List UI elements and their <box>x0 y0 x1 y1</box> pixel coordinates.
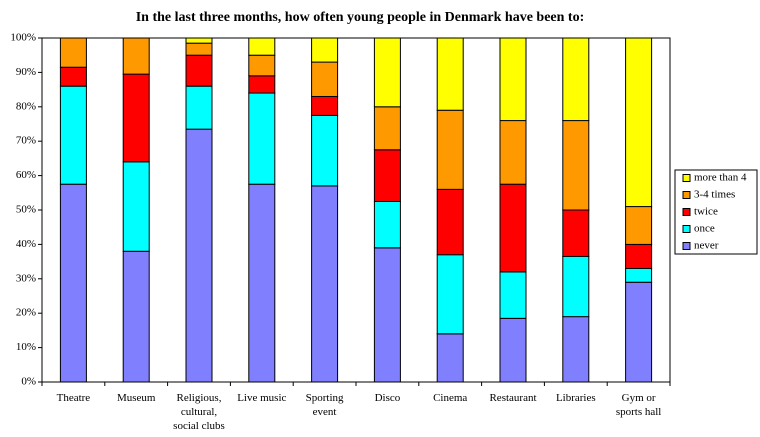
legend-label: never <box>694 240 719 252</box>
bar-segment <box>562 37 590 122</box>
bar-segment <box>499 37 527 122</box>
bar-segment <box>185 128 213 383</box>
y-tick-label: 40% <box>16 238 36 250</box>
bar-segment <box>436 254 464 335</box>
bar-segment <box>311 95 339 116</box>
x-tick-label: Sporting event <box>306 392 344 418</box>
x-tick-label: Restaurant <box>489 392 536 404</box>
y-tick-label: 90% <box>16 66 36 78</box>
y-tick-label: 0% <box>21 376 36 388</box>
bar-segment <box>562 255 590 318</box>
legend-label: once <box>694 223 715 235</box>
chart-title: In the last three months, how often youn… <box>136 10 585 25</box>
y-tick-label: 70% <box>16 135 36 147</box>
bar-segment <box>248 183 276 383</box>
bar-segment <box>311 61 339 97</box>
bar-segment <box>373 106 401 151</box>
bar-segment <box>59 183 87 383</box>
bar-segment <box>436 109 464 190</box>
bar-segment <box>185 54 213 87</box>
bar-segment <box>625 281 653 383</box>
bar-segment <box>499 183 527 273</box>
y-tick-label: 80% <box>16 100 36 112</box>
bar-segment <box>562 209 590 257</box>
y-tick-label: 60% <box>16 169 36 181</box>
legend-label: more than 4 <box>694 172 747 184</box>
y-tick-label: 10% <box>16 341 36 353</box>
bar-segment <box>122 250 150 383</box>
bar-segment <box>59 37 87 68</box>
x-tick-label: Libraries <box>556 392 596 404</box>
bar-segment <box>436 333 464 383</box>
bar-segment <box>185 42 213 56</box>
legend-swatch <box>682 225 691 233</box>
bar-segment <box>373 37 401 108</box>
legend-swatch <box>682 191 691 199</box>
bar-segment <box>248 92 276 185</box>
x-tick-label: Gym or sports hall <box>616 392 662 418</box>
bar-segment <box>122 73 150 163</box>
bar-segment <box>311 185 339 383</box>
x-tick-label: Live music <box>237 392 286 404</box>
legend-swatch <box>682 208 691 216</box>
x-tick-label: Theatre <box>57 392 91 404</box>
bar-segment <box>562 316 590 383</box>
bar-segment <box>625 206 653 245</box>
legend-swatch <box>682 174 691 182</box>
legend-swatch <box>682 242 691 250</box>
y-tick-label: 100% <box>10 32 36 44</box>
x-tick-label: Disco <box>375 392 401 404</box>
y-tick-label: 30% <box>16 272 36 284</box>
bar-segment <box>499 271 527 319</box>
bar-segment <box>59 66 87 87</box>
bar-segment <box>248 37 276 56</box>
bar-segment <box>436 188 464 256</box>
x-tick-label: Religious, cultural, social clubs <box>173 392 225 432</box>
legend-label: 3-4 times <box>694 189 735 201</box>
legend-label: twice <box>694 206 718 218</box>
bar-segment <box>185 37 213 44</box>
bar-segment <box>311 114 339 187</box>
bar-segment <box>373 247 401 383</box>
bar-segment <box>436 37 464 111</box>
bar-segment <box>625 243 653 269</box>
y-tick-label: 20% <box>16 307 36 319</box>
bar-segment <box>625 267 653 283</box>
bar-segment <box>311 37 339 63</box>
bar-segment <box>122 37 150 75</box>
bar-segment <box>373 149 401 202</box>
bar-segment <box>499 120 527 185</box>
bar-segment <box>185 85 213 130</box>
y-tick-label: 50% <box>16 204 36 216</box>
bar-segment <box>59 85 87 185</box>
x-tick-label: Museum <box>117 392 156 404</box>
bar-segment <box>625 37 653 208</box>
bar-segment <box>248 54 276 77</box>
x-tick-label: Cinema <box>433 392 467 404</box>
bar-segment <box>373 200 401 249</box>
bar-segment <box>562 120 590 211</box>
bar-segment <box>499 317 527 383</box>
bar-segment <box>122 161 150 252</box>
bar-segment <box>248 75 276 94</box>
